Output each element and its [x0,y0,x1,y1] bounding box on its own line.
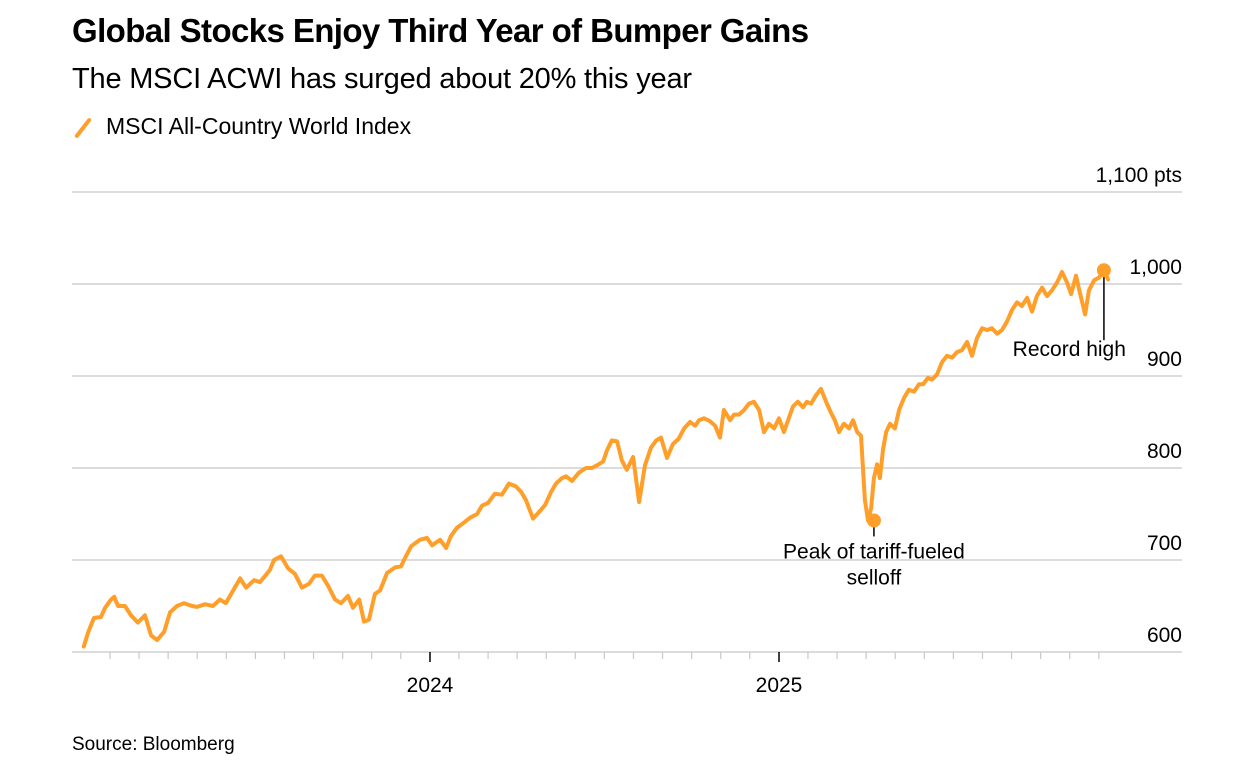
legend: MSCI All-Country World Index [72,113,411,140]
y-axis: 600 700 800 900 1,000 1,100 pts [1096,164,1182,647]
x-axis: 2024 2025 [109,652,1100,697]
annotation-label-tariff-selloff: Peak of tariff-fueled [783,540,965,563]
y-tick-label: 600 [1147,624,1182,647]
annotation-label-record-high: Record high [1013,338,1126,361]
legend-label: MSCI All-Country World Index [106,113,412,139]
gridlines [72,191,1182,653]
y-tick-label: 1,000 [1129,256,1182,279]
series-line-msci-acwi [81,268,1111,649]
annotation-label-tariff-selloff: selloff [847,566,902,589]
y-tick-label: 1,100 pts [1096,164,1182,187]
y-tick-label: 700 [1147,532,1182,555]
y-tick-label: 800 [1147,440,1182,463]
annotation-marker-record-high [1096,263,1111,278]
chart-title: Global Stocks Enjoy Third Year of Bumper… [72,12,809,49]
y-tick-label: 900 [1147,348,1182,371]
series-layer [81,268,1111,649]
x-tick-label: 2024 [407,674,454,697]
annotation-marker-tariff-selloff [866,513,881,528]
annotations-layer: Record high Peak of tariff-fueled selloff [783,263,1126,589]
x-tick-label: 2025 [756,674,803,697]
chart-subtitle: The MSCI ACWI has surged about 20% this … [72,63,692,95]
source-note: Source: Bloomberg [72,734,235,755]
